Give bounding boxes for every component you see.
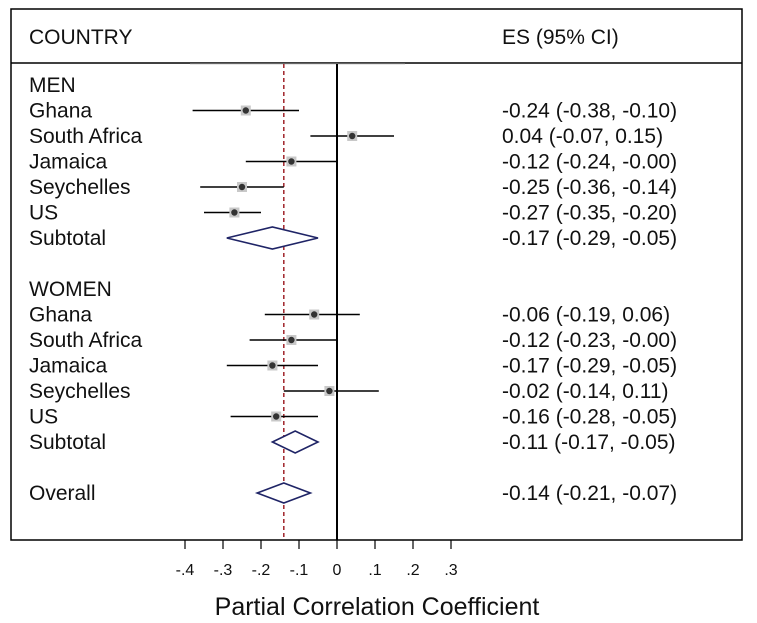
row-estimate: -0.12 (-0.24, -0.00)	[502, 151, 677, 174]
row-estimate: -0.06 (-0.19, 0.06)	[502, 304, 670, 327]
header-country: COUNTRY	[29, 26, 132, 49]
point-estimate	[349, 132, 356, 140]
row-label: Subtotal	[29, 227, 106, 250]
x-tick-label: .1	[368, 562, 381, 579]
row-estimate: -0.17 (-0.29, -0.05)	[502, 355, 677, 378]
point-estimate	[273, 413, 280, 420]
row-label: Ghana	[29, 100, 92, 123]
x-axis-label: Partial Correlation Coefficient	[215, 593, 540, 621]
point-estimate	[269, 362, 276, 369]
row-estimate: -0.17 (-0.29, -0.05)	[502, 227, 677, 250]
row-label: Seychelles	[29, 176, 131, 199]
subtotal-diamond	[270, 430, 320, 454]
row-label: US	[29, 406, 58, 429]
x-tick-label: -.1	[290, 562, 309, 579]
row-label: Jamaica	[29, 151, 108, 174]
row-label: US	[29, 202, 58, 225]
row-estimate: -0.14 (-0.21, -0.07)	[502, 482, 677, 505]
point-estimate	[242, 107, 249, 114]
row-label: Jamaica	[29, 355, 108, 378]
point-estimate	[288, 336, 295, 344]
x-tick-label: .3	[444, 562, 457, 579]
row-estimate: -0.11 (-0.17, -0.05)	[502, 431, 676, 454]
group-header: WOMEN	[29, 278, 112, 301]
header-es: ES (95% CI)	[502, 26, 619, 49]
x-tick-label: 0	[333, 562, 342, 579]
row-label: Seychelles	[29, 380, 131, 403]
point-estimate	[288, 158, 295, 165]
subtotal-diamond	[226, 226, 319, 250]
x-tick-label: -.3	[214, 562, 233, 579]
x-tick-label: .2	[406, 562, 419, 579]
point-estimate	[326, 387, 333, 395]
row-estimate: -0.24 (-0.38, -0.10)	[502, 100, 677, 123]
group-header: MEN	[29, 74, 76, 97]
overall-diamond	[254, 482, 313, 504]
row-label: South Africa	[29, 125, 143, 148]
row-label: South Africa	[29, 329, 143, 352]
row-estimate: -0.27 (-0.35, -0.20)	[502, 202, 677, 225]
plot-frame	[10, 8, 743, 541]
row-estimate: -0.25 (-0.36, -0.14)	[502, 176, 677, 199]
x-tick-label: -.2	[252, 562, 271, 579]
row-label: Ghana	[29, 304, 92, 327]
point-estimate	[311, 311, 318, 318]
row-estimate: -0.16 (-0.28, -0.05)	[502, 406, 677, 429]
point-estimate	[231, 209, 238, 216]
row-label: Overall	[29, 482, 96, 505]
x-tick-label: -.4	[176, 562, 195, 579]
forest-marks: MEN Ghana -0.24 (-0.38, -0.10) South Africa…	[29, 64, 677, 540]
row-label: Subtotal	[29, 431, 106, 454]
point-estimate	[238, 183, 246, 191]
row-estimate: -0.12 (-0.23, -0.00)	[502, 329, 677, 352]
x-axis-ticks: -.4 -.3 -.2 -.1 0 .1 .2 .3	[176, 540, 458, 579]
row-estimate: -0.02 (-0.14, 0.11)	[502, 380, 669, 403]
row-estimate: 0.04 (-0.07, 0.15)	[502, 125, 663, 148]
